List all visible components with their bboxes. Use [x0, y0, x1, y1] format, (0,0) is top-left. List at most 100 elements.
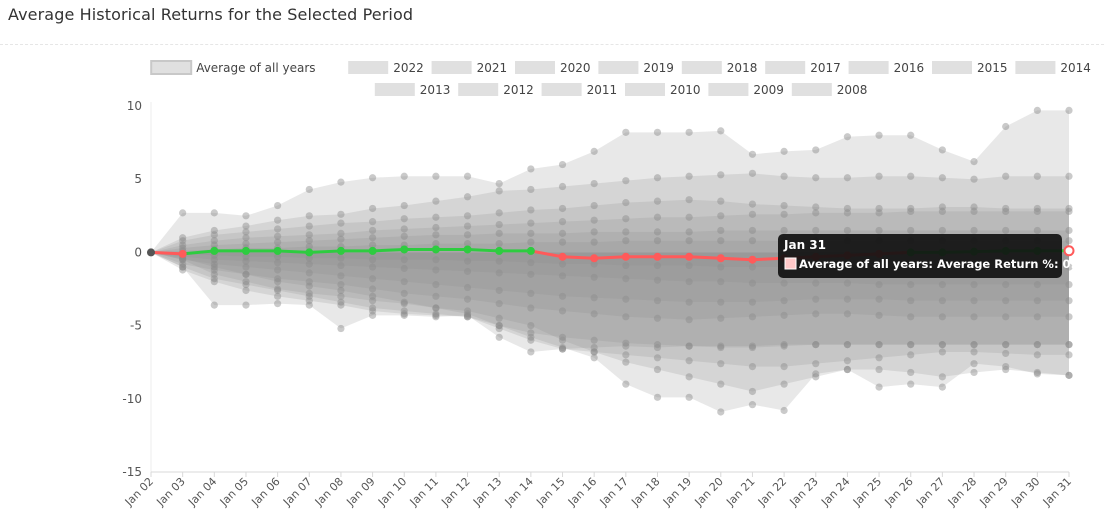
point-2022-Jan-10 [400, 172, 408, 180]
legend-item-2009[interactable]: 2009 [708, 83, 784, 97]
average-point-Jan-16 [590, 254, 599, 263]
point-2013-Jan-15 [558, 307, 567, 315]
legend-item-2021[interactable]: 2021 [431, 61, 508, 75]
point-2019-Jan-16 [590, 216, 598, 224]
point-2008-Jan-04 [210, 263, 218, 271]
point-2009-Jan-11 [432, 304, 440, 312]
legend-label: 2013 [420, 83, 451, 97]
point-2008-Jan-26 [907, 380, 915, 388]
point-2016-Jan-05 [242, 253, 250, 261]
point-2014-Jan-16 [590, 294, 598, 302]
title-divider [0, 44, 1104, 45]
legend-item-2014[interactable]: 2014 [1015, 61, 1091, 75]
point-2011-Jan-24 [843, 357, 852, 365]
point-2014-Jan-07 [305, 269, 313, 277]
point-2022-Jan-11 [432, 172, 440, 180]
legend-item-2017[interactable]: 2017 [765, 61, 841, 75]
point-2022-Jan-16 [590, 147, 598, 155]
point-2020-Jan-13 [495, 209, 503, 217]
legend-item-2020[interactable]: 2020 [515, 61, 591, 75]
point-2014-Jan-03 [179, 256, 187, 264]
point-2013-Jan-26 [907, 313, 915, 321]
legend-item-2011[interactable]: 2011 [541, 83, 618, 97]
point-2021-Jan-29 [1002, 172, 1010, 180]
point-2012-Jan-20 [717, 343, 725, 352]
point-2010-Jan-08 [337, 324, 345, 333]
point-2010-Jan-15 [558, 345, 567, 353]
legend-item-2012[interactable]: 2012 [458, 83, 534, 97]
legend-item-average-of-all-years[interactable]: Average of all years [150, 60, 316, 75]
point-2021-Jan-26 [907, 172, 915, 180]
point-2020-Jan-26 [907, 204, 915, 213]
point-2022-Jan-12 [463, 172, 472, 180]
point-2015-Jan-07 [305, 260, 313, 268]
point-2010-Jan-19 [685, 342, 693, 350]
point-2014-Jan-14 [527, 289, 535, 297]
point-2018-Jan-22 [780, 226, 788, 235]
legend-item-2008[interactable]: 2008 [791, 83, 868, 97]
x-tick-label: Jan 03 [154, 475, 188, 509]
point-2014-Jan-21 [748, 298, 757, 306]
point-2021-Jan-15 [558, 182, 567, 191]
point-2010-Jan-03 [179, 263, 187, 271]
point-2022-Jan-08 [337, 178, 345, 186]
average-point-active [1063, 245, 1075, 257]
tooltip-swatch [784, 257, 797, 270]
legend-item-2016[interactable]: 2016 [848, 61, 925, 75]
point-2022-Jan-14 [527, 165, 535, 173]
average-point-Jan-04 [210, 246, 219, 255]
series-2022 [147, 106, 1073, 256]
point-2016-Jan-15 [558, 260, 567, 268]
point-2010-Jan-24 [843, 341, 852, 349]
point-2016-Jan-12 [463, 257, 472, 265]
point-2012-Jan-29 [1002, 341, 1010, 349]
point-2014-Jan-28 [970, 297, 978, 305]
legend-item-2019[interactable]: 2019 [598, 61, 674, 75]
point-2016-Jan-31 [1065, 263, 1073, 271]
legend-item-2013[interactable]: 2013 [374, 83, 451, 97]
point-2013-Jan-19 [685, 316, 693, 324]
legend-label: 2016 [894, 61, 925, 75]
point-2015-Jan-31 [1065, 281, 1073, 289]
point-2012-Jan-16 [590, 336, 598, 344]
point-2017-Jan-16 [590, 238, 598, 246]
x-tick-label: Jan 21 [723, 475, 757, 509]
point-2014-Jan-08 [337, 272, 345, 280]
legend-label: 2020 [560, 61, 591, 75]
point-2009-Jan-25 [875, 365, 883, 374]
point-2019-Jan-31 [1065, 207, 1073, 216]
point-2010-Jan-29 [1002, 341, 1010, 349]
legend-item-2015[interactable]: 2015 [932, 61, 1008, 75]
point-2014-Jan-24 [843, 295, 852, 303]
point-2015-Jan-04 [210, 256, 218, 264]
point-2020-Jan-27 [938, 203, 946, 211]
point-2010-Jan-28 [970, 341, 978, 349]
point-2014-Jan-11 [432, 281, 440, 289]
average-point-Jan-14 [526, 246, 535, 255]
point-2014-Jan-25 [875, 295, 883, 303]
point-2019-Jan-18 [653, 213, 662, 221]
point-2011-Jan-29 [1002, 349, 1010, 358]
point-2021-Jan-06 [274, 216, 282, 224]
point-2017-Jan-13 [495, 240, 503, 248]
point-2022-Jan-05 [242, 212, 250, 220]
x-tick-label: Jan 07 [280, 475, 314, 509]
point-2008-Jan-24 [843, 365, 852, 374]
point-2008-Jan-12 [463, 310, 472, 318]
y-tick-label: -15 [122, 465, 142, 479]
legend-item-2018[interactable]: 2018 [681, 61, 758, 75]
point-2016-Jan-09 [368, 256, 377, 264]
legend-item-2022[interactable]: 2022 [348, 61, 424, 75]
point-2021-Jan-11 [432, 197, 440, 205]
average-point-Jan-08 [336, 246, 345, 255]
point-2008-Jan-28 [970, 360, 978, 368]
point-2017-Jan-21 [748, 237, 757, 245]
point-2019-Jan-03 [179, 241, 187, 249]
area-2021 [151, 173, 1069, 253]
point-2022-Jan-19 [685, 128, 693, 136]
point-2009-Jan-08 [337, 292, 345, 300]
point-2012-Jan-17 [622, 339, 630, 347]
point-2011-Jan-10 [400, 310, 408, 318]
legend-item-2010[interactable]: 2010 [625, 83, 701, 97]
